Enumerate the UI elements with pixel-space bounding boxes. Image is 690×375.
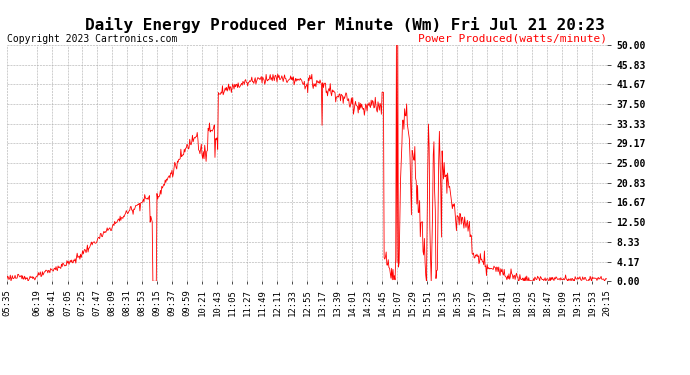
Text: Copyright 2023 Cartronics.com: Copyright 2023 Cartronics.com (7, 34, 177, 44)
Text: Power Produced(watts/minute): Power Produced(watts/minute) (418, 34, 607, 44)
Text: Daily Energy Produced Per Minute (Wm) Fri Jul 21 20:23: Daily Energy Produced Per Minute (Wm) Fr… (85, 17, 605, 33)
